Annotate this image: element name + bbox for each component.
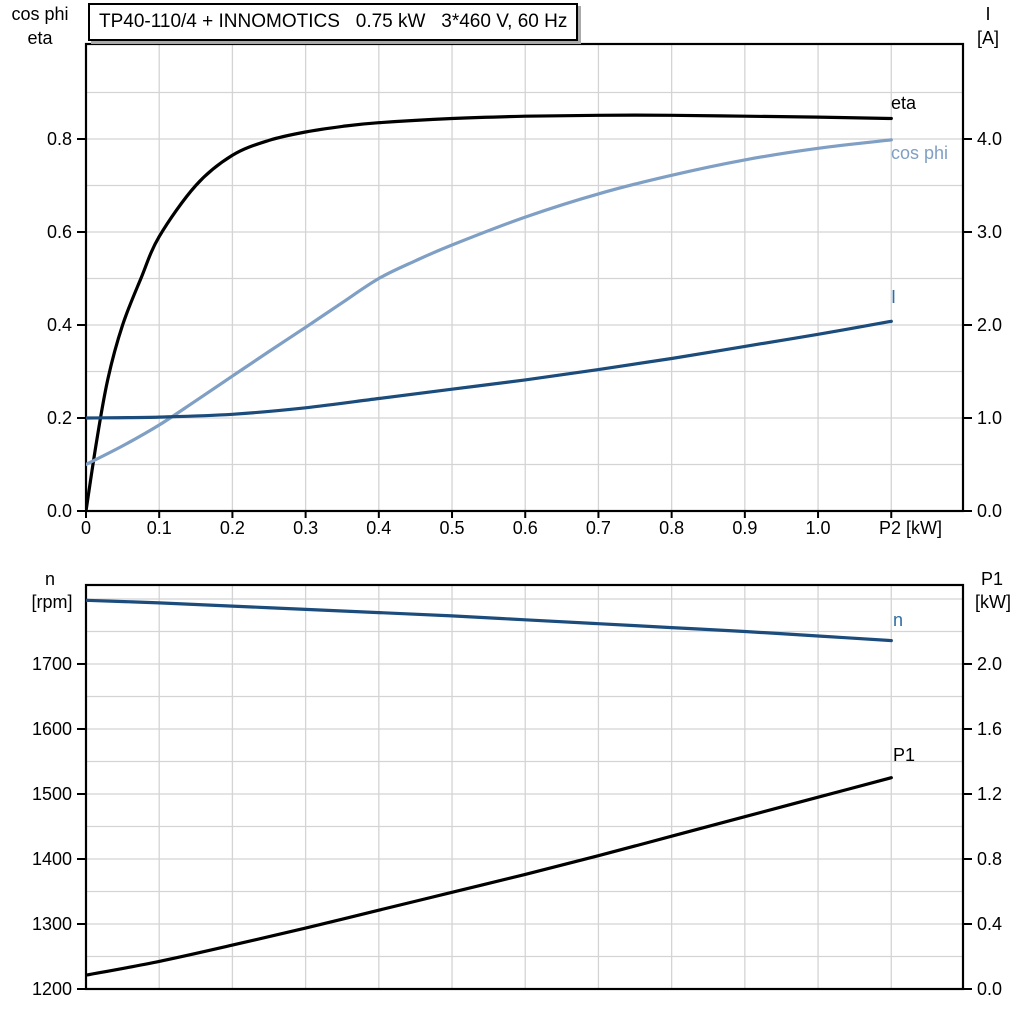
right-axis-tick-label: 4.0 [977, 128, 1003, 149]
right-axis-tick-label: 1.0 [977, 407, 1003, 428]
x-axis-tick-label: 0.7 [585, 518, 611, 538]
x-axis-tick-label: 0.9 [732, 518, 758, 538]
left-axis-tick-label: 0.8 [46, 128, 72, 149]
left-axis-tick-label: 0.6 [46, 221, 72, 242]
plot-border [84, 42, 965, 513]
right-axis-tick-label: 0.0 [977, 979, 1003, 999]
curve-cos-phi [86, 138, 893, 467]
curve-label-eta: eta [891, 93, 917, 113]
curve-label-I: I [891, 287, 897, 307]
top-right-axis-title-line2: [A] [976, 28, 1000, 48]
bottom-right-axis-title-line2: [kW] [975, 592, 1011, 612]
curve-I [86, 319, 893, 420]
left-axis-tick-label: 1200 [31, 979, 72, 999]
curve-label-n: n [893, 610, 904, 630]
right-axis-tick-label: 2.0 [977, 314, 1003, 335]
x-axis-tick-label: 0.3 [293, 518, 319, 538]
curve-P1 [86, 776, 893, 977]
bottom-left-axis-title-line1: n [44, 569, 56, 589]
bottom-right-axis-title-line1: P1 [980, 569, 1004, 589]
right-axis-tick-label: 3.0 [977, 221, 1003, 242]
x-axis-tick-label: 0.1 [146, 518, 172, 538]
curve-n [86, 598, 893, 643]
x-axis-tick-label: 0.8 [659, 518, 685, 538]
left-axis-tick-label: 1400 [31, 848, 72, 869]
right-axis-tick-label: 1.2 [977, 783, 1003, 804]
curve-label-cos-phi: cos phi [891, 143, 949, 163]
x-axis-tick-label: 0.2 [219, 518, 245, 538]
left-axis-tick-label: 1300 [31, 913, 72, 934]
x-axis-unit-label: P2 [kW] [879, 518, 943, 538]
top-left-axis-title-line2: eta [27, 28, 53, 48]
right-axis-tick-label: 2.0 [977, 653, 1003, 674]
left-axis-tick-label: 1600 [31, 718, 72, 739]
right-axis-tick-label: 0.4 [977, 913, 1003, 934]
left-axis-tick-label: 1500 [31, 783, 72, 804]
x-axis-tick-label: 0.4 [366, 518, 392, 538]
left-axis-tick-label: 1700 [31, 653, 72, 674]
left-axis-tick-label: 0.4 [46, 314, 72, 335]
left-axis-tick-label: 0.2 [46, 407, 72, 428]
curve-eta [86, 113, 893, 511]
right-axis-tick-label: 0.8 [977, 848, 1003, 869]
x-axis-tick-label: 0 [80, 518, 91, 538]
chart-title-box: TP40-110/4 + INNOMOTICS 0.75 kW 3*460 V,… [88, 3, 579, 41]
plot-border [84, 583, 965, 991]
left-axis-tick-label: 0.0 [46, 501, 72, 521]
right-axis-tick-label: 0.0 [977, 501, 1003, 521]
curve-label-P1: P1 [893, 745, 916, 765]
x-axis-tick-label: 0.6 [512, 518, 538, 538]
top-right-axis-title-line1: I [985, 4, 991, 24]
x-axis-tick-label: 1.0 [805, 518, 831, 538]
top-left-axis-title-line1: cos phi [11, 4, 69, 24]
bottom-left-axis-title-line2: [rpm] [31, 592, 73, 612]
right-axis-tick-label: 1.6 [977, 718, 1003, 739]
chart-title-text: TP40-110/4 + INNOMOTICS 0.75 kW 3*460 V,… [99, 11, 568, 32]
x-axis-tick-label: 0.5 [439, 518, 465, 538]
